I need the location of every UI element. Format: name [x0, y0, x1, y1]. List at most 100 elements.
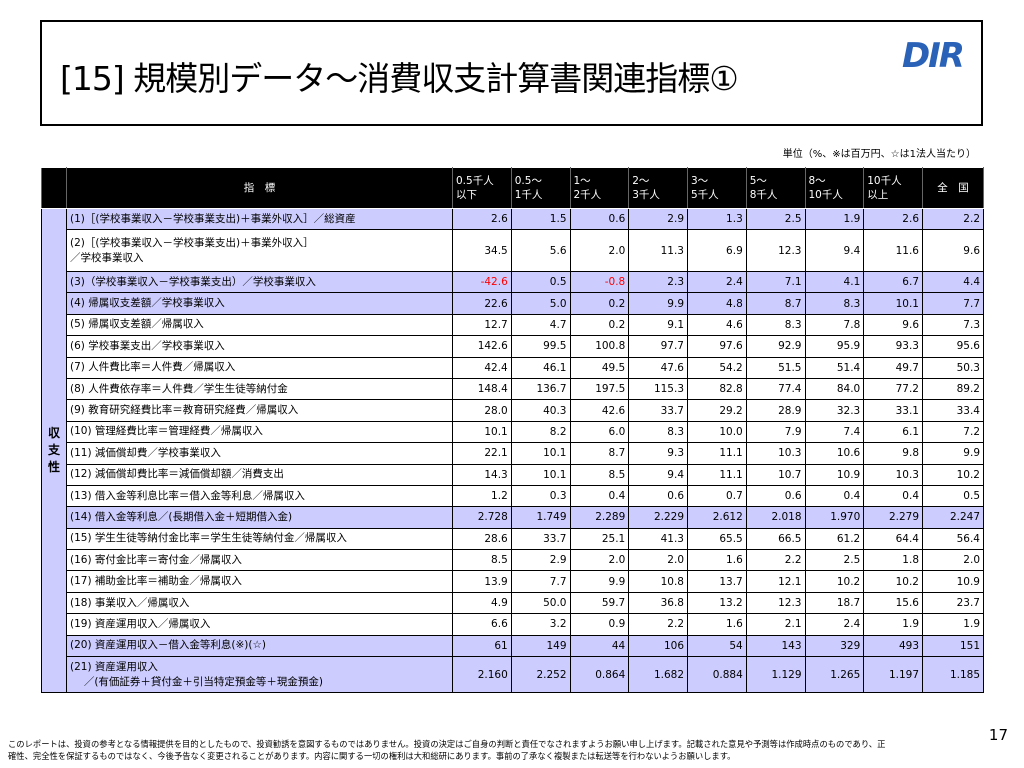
table-row: (2)［(学校事業収入－学校事業支出)＋事業外収入］ ／学校事業収入 34.5 5.6…: [42, 229, 984, 272]
value-cell: 2.018: [745, 506, 806, 529]
value-cell: 28.0: [452, 399, 512, 422]
value-cell: 13.2: [687, 591, 747, 615]
value-cell: 8.3: [628, 420, 688, 444]
value-cell: 7.7: [922, 292, 984, 315]
table-row: (7) 人件費比率＝人件費／帰属収入 42.4 46.1 49.5 47.6 54.2 51…: [42, 356, 984, 379]
value-cell: 10.2: [922, 463, 984, 486]
row-label: (14) 借入金等利息／(長期借入金＋短期借入金): [66, 506, 453, 529]
header-text: 5～: [749, 175, 767, 187]
value-cell: 7.4: [804, 420, 865, 444]
value-cell: 47.6: [628, 356, 688, 379]
value-cell: 7.9: [745, 420, 806, 444]
header-text: 8千人: [749, 189, 778, 201]
value-cell: 9.6: [863, 313, 923, 337]
value-cell: 2.5: [804, 549, 865, 572]
value-cell: 10.3: [863, 463, 923, 486]
table-row: (12) 減価償却費比率＝減価償却額／消費支出 14.3 10.1 8.5 9.4 11.…: [42, 463, 984, 486]
label-text: (2)［(学校事業収入－学校事業支出)＋事業外収入］: [70, 236, 314, 249]
value-cell: 2.2: [922, 208, 984, 230]
value-cell: 2.252: [510, 656, 571, 694]
value-cell: 2.2: [628, 613, 688, 636]
value-cell: 2.289: [569, 506, 630, 529]
header-cell: 0.5千人 以下: [452, 167, 512, 209]
value-cell: 143: [745, 634, 806, 658]
value-cell: 28.9: [745, 399, 806, 422]
row-label: (11) 減価償却費／学校事業収入: [66, 442, 453, 465]
value-cell: 6.7: [863, 270, 923, 294]
value-cell: 95.6: [922, 335, 984, 358]
value-cell: 0.7: [687, 484, 747, 508]
value-cell: 5.6: [510, 229, 571, 272]
value-cell: 29.2: [687, 399, 747, 422]
header-cell: 8～ 10千人: [804, 167, 865, 209]
label-text: (20) 資産運用収入－借入金等利息(※)(☆): [70, 639, 266, 652]
value-cell: 33.7: [510, 527, 571, 551]
value-cell: 59.7: [569, 591, 630, 615]
value-cell: 23.7: [922, 591, 984, 615]
header-text: 3～: [691, 175, 709, 187]
value-cell: 97.6: [687, 335, 747, 358]
value-cell: 2.6: [863, 208, 923, 230]
value-cell: 14.3: [452, 463, 512, 486]
value-cell: 50.0: [510, 591, 571, 615]
value-cell: 2.2: [745, 549, 806, 572]
value-cell: 2.612: [687, 506, 747, 529]
value-cell: 8.3: [745, 313, 806, 337]
value-cell: 33.7: [628, 399, 688, 422]
value-cell: 22.6: [452, 292, 512, 315]
value-cell: 10.0: [687, 420, 747, 444]
value-cell: 92.9: [745, 335, 806, 358]
header-text: 1～: [573, 175, 591, 187]
value-cell: 2.1: [745, 613, 806, 636]
label-text: (9) 教育研究経費比率＝教育研究経費／帰属収入: [70, 404, 299, 417]
disclaimer-line: このレポートは、投資の参考となる情報提供を目的としたもので、投資勧誘を意図するも…: [8, 739, 886, 749]
value-cell: 8.2: [510, 420, 571, 444]
value-cell: 11.1: [687, 442, 747, 465]
value-cell: 10.9: [804, 463, 865, 486]
value-cell: 99.5: [510, 335, 571, 358]
value-cell: 33.1: [863, 399, 923, 422]
value-cell: 2.0: [569, 229, 630, 272]
value-cell: 2.6: [452, 208, 512, 230]
value-cell: 7.1: [745, 270, 806, 294]
value-cell: 9.4: [804, 229, 865, 272]
header-cell: 1～ 2千人: [569, 167, 630, 209]
data-table: 指 標 0.5千人 以下 0.5～ 1千人 1～ 2千人 2～ 3千人 3～ 5千人 5～ 8千人 8～ 1…: [41, 167, 984, 694]
value-cell: 12.3: [745, 229, 806, 272]
value-cell: 100.8: [569, 335, 630, 358]
row-label: (15) 学生生徒等納付金比率＝学生生徒等納付金／帰属収入: [66, 527, 453, 551]
value-cell: 0.2: [569, 313, 630, 337]
value-cell: 9.9: [569, 570, 630, 593]
row-label: (2)［(学校事業収入－学校事業支出)＋事業外収入］ ／学校事業収入: [66, 229, 453, 272]
value-cell: 1.3: [687, 208, 747, 230]
value-cell: 148.4: [452, 377, 512, 401]
value-cell: 8.5: [452, 549, 512, 572]
page-number: 17: [988, 726, 1008, 744]
logo: DIR: [901, 36, 965, 76]
table-row: (3)（学校事業収入－学校事業支出）／学校事業収入 -42.6 0.5 -0.8 2.3…: [41, 270, 984, 294]
row-label: (20) 資産運用収入－借入金等利息(※)(☆): [66, 634, 453, 658]
value-cell: 10.3: [745, 442, 806, 465]
table-row: (15) 学生生徒等納付金比率＝学生生徒等納付金／帰属収入 28.6 33.7 25.…: [42, 527, 984, 551]
label-text: (10) 管理経費比率＝管理経費／帰属収入: [70, 425, 263, 438]
value-cell: 12.1: [745, 570, 806, 593]
header-text: 5千人: [691, 189, 719, 201]
value-cell: 10.1: [863, 292, 923, 315]
value-cell: 46.1: [510, 356, 571, 379]
label-text: (21) 資産運用収入: [70, 660, 158, 673]
value-cell: 65.5: [687, 527, 747, 551]
value-cell: 0.4: [804, 484, 865, 508]
value-cell: 1.265: [804, 656, 865, 694]
table-row: 収支性 (1)［(学校事業収入－学校事業支出)＋事業外収入］／総資産 2.6 1.5 0…: [41, 207, 984, 694]
table-row: (18) 事業収入／帰属収入 4.9 50.0 59.7 36.8 13.2 12.3 18.…: [42, 591, 984, 615]
row-label: (9) 教育研究経費比率＝教育研究経費／帰属収入: [66, 399, 453, 422]
title: [15] 規模別データ～消費収支計算書関連指標①: [60, 59, 739, 98]
value-cell: 56.4: [922, 527, 984, 551]
value-cell: 93.3: [863, 335, 923, 358]
value-cell: 0.2: [569, 292, 630, 315]
value-cell: 2.0: [569, 549, 630, 572]
value-cell: 2.4: [804, 613, 865, 636]
value-cell: 0.4: [569, 484, 630, 508]
value-cell: 2.3: [628, 270, 688, 294]
